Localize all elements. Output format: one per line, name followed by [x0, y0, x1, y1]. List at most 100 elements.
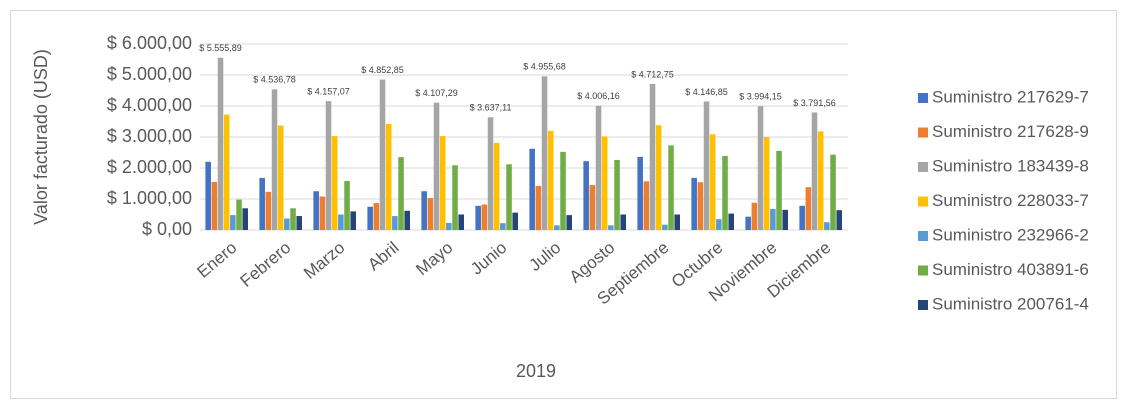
legend-swatch [918, 93, 928, 103]
bar [583, 161, 589, 230]
bar [404, 210, 410, 230]
bar [373, 203, 380, 230]
bar [722, 155, 728, 230]
legend-label: Suministro 228033-7 [932, 191, 1089, 210]
bar [649, 83, 656, 230]
bar [385, 123, 392, 230]
data-label: $ 4.712,75 [631, 69, 674, 79]
bar [541, 76, 548, 230]
bar [392, 216, 398, 230]
bar [662, 224, 668, 230]
bar [620, 214, 626, 230]
bar [205, 161, 211, 230]
bar [446, 222, 452, 230]
bar [817, 131, 824, 230]
bar [547, 130, 554, 230]
bar [493, 142, 500, 230]
bar [595, 105, 602, 230]
legend-label: Suministro 200761-4 [932, 294, 1089, 313]
bar [716, 219, 722, 230]
bar [674, 214, 680, 230]
bar [379, 79, 386, 231]
bar [290, 208, 296, 230]
bar [554, 225, 560, 230]
bar [643, 181, 650, 230]
bar [535, 185, 542, 230]
bar [284, 218, 290, 230]
bar [487, 117, 494, 230]
bar [757, 106, 764, 230]
bar [325, 101, 332, 230]
bar [805, 187, 812, 230]
data-label: $ 4.955,68 [523, 62, 566, 72]
bar [421, 191, 427, 230]
bar [655, 125, 662, 230]
x-axis-label: 2019 [516, 361, 556, 381]
bar [811, 112, 818, 230]
legend-swatch [918, 300, 928, 310]
bar [770, 208, 776, 230]
bar [697, 182, 704, 230]
bar [338, 214, 344, 230]
bar [223, 114, 230, 230]
bar [830, 154, 836, 230]
legend-swatch [918, 196, 928, 207]
bar [319, 196, 326, 230]
bar [776, 150, 782, 230]
bar [452, 165, 458, 230]
bar [481, 204, 488, 230]
legend-label: Suministro 403891-6 [932, 260, 1089, 279]
bar [217, 57, 224, 230]
bar [799, 205, 805, 230]
data-label: $ 4.157,07 [307, 87, 350, 97]
bar [398, 157, 404, 230]
legend-swatch [918, 162, 928, 172]
y-tick-label: $ 2.000,00 [107, 157, 192, 177]
bar [236, 199, 242, 230]
data-label: $ 4.852,85 [361, 65, 404, 75]
bar [703, 101, 710, 230]
bar [265, 191, 272, 230]
data-label: $ 5.555,89 [199, 43, 242, 53]
bar [458, 214, 464, 230]
bar [331, 136, 338, 230]
data-label: $ 4.107,29 [415, 88, 458, 98]
y-tick-label: $ 0,00 [142, 219, 192, 239]
bar [344, 181, 350, 230]
bar [824, 222, 830, 230]
bar [313, 191, 319, 230]
bar [608, 225, 614, 230]
bar [211, 181, 218, 230]
bar [242, 208, 248, 230]
bar [601, 136, 608, 230]
legend-label: Suministro 183439-8 [932, 156, 1089, 175]
legend-swatch [918, 127, 928, 138]
bar [836, 210, 842, 230]
legend-swatch [918, 265, 928, 276]
bar [589, 185, 596, 230]
bar [230, 215, 236, 230]
bar [637, 156, 643, 230]
bar [529, 148, 535, 230]
data-label: $ 4.536,78 [253, 75, 296, 85]
legend-label: Suministro 217628-9 [932, 122, 1089, 141]
bar [709, 134, 716, 230]
y-tick-label: $ 1.000,00 [107, 188, 192, 208]
bar [277, 125, 284, 230]
bar [782, 209, 788, 230]
bar [763, 137, 770, 230]
y-axis-label: Valor facturado (USD) [31, 49, 51, 225]
bar [475, 205, 481, 230]
y-tick-label: $ 4.000,00 [107, 95, 192, 115]
bar [350, 211, 356, 230]
bar [433, 102, 440, 230]
bar [296, 216, 302, 230]
bar [668, 145, 674, 230]
bar [439, 136, 446, 230]
bar [560, 151, 566, 230]
data-label: $ 3.637,11 [470, 103, 512, 113]
bar [427, 198, 434, 230]
y-tick-label: $ 3.000,00 [107, 126, 192, 146]
y-tick-label: $ 6.000,00 [107, 33, 192, 53]
